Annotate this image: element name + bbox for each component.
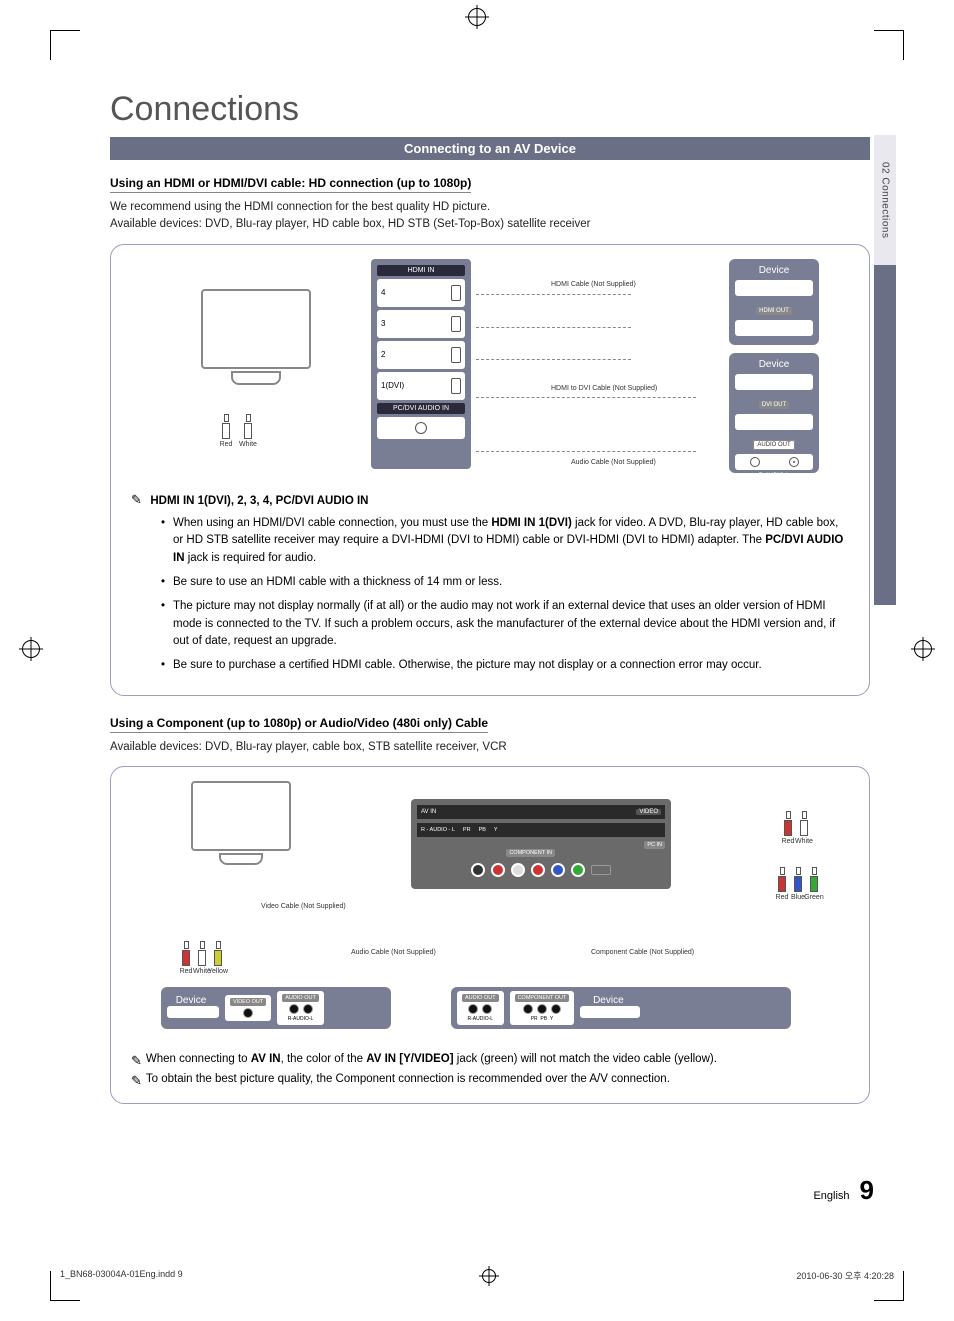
diagram-box-2: AV IN VIDEO R - AUDIO - L PR PB Y COMPON… — [110, 766, 870, 1104]
port-1dvi: 1(DVI) — [381, 381, 407, 390]
side-bar — [874, 265, 896, 605]
cable-line — [476, 451, 696, 452]
pc-in-label: PC IN — [644, 841, 665, 849]
video-out-label: VIDEO OUT — [230, 998, 266, 1006]
hdmi-out-label: HDMI OUT — [756, 307, 792, 315]
video-label: VIDEO — [636, 809, 661, 815]
device2-title: Device — [735, 359, 813, 370]
cable-line — [476, 359, 631, 360]
hdmi-port-panel: HDMI IN 4 3 2 1(DVI) PC/DVI AUDIO IN — [371, 259, 471, 469]
device-right: AUDIO OUT R-AUDIO-L COMPONENT OUT PR PB … — [451, 987, 791, 1029]
audio-plugs: Red White — [221, 414, 253, 448]
bullet-3: The picture may not display normally (if… — [161, 598, 849, 651]
component-cable-label: Component Cable (Not Supplied) — [591, 949, 694, 956]
av-in-label: AV IN — [421, 809, 436, 815]
registration-mark-icon — [22, 640, 40, 658]
plug-label-white: White — [239, 441, 257, 448]
section1-heading: Using an HDMI or HDMI/DVI cable: HD conn… — [110, 176, 471, 193]
section2-heading: Using a Component (up to 1080p) or Audio… — [110, 716, 488, 733]
note-icon: ✎ — [131, 492, 142, 507]
print-footer-right: 2010-06-30 오후 4:20:28 — [796, 1269, 894, 1283]
pc-dvi-audio-label: PC/DVI AUDIO IN — [377, 403, 465, 414]
bullet-list: When using an HDMI/DVI cable connection,… — [131, 515, 849, 676]
device-box-1: Device HDMI OUT — [729, 259, 819, 345]
page-title: Connections — [110, 90, 870, 129]
device-box-2: Device DVI OUT AUDIO OUT R-AUDIO-L — [729, 353, 819, 473]
audio-out-label: AUDIO OUT — [282, 994, 319, 1002]
section1-text1: We recommend using the HDMI connection f… — [110, 199, 870, 216]
registration-mark-icon — [468, 8, 486, 26]
component-out-label: COMPONENT OUT — [515, 994, 570, 1002]
cable-line — [476, 294, 631, 295]
bullet-4: Be sure to purchase a certified HDMI cab… — [161, 657, 849, 675]
cable-label-hdmi-dvi: HDMI to DVI Cable (Not Supplied) — [551, 385, 657, 392]
registration-mark-icon — [482, 1269, 496, 1283]
print-footer-left: 1_BN68-03004A-01Eng.indd 9 — [60, 1269, 183, 1283]
audio-out-label2: AUDIO OUT — [462, 994, 499, 1002]
device-left: Device VIDEO OUT AUDIO OUT R-AUDIO-L — [161, 987, 391, 1029]
note-icon: ✎ — [131, 1073, 142, 1089]
cable-label-hdmi: HDMI Cable (Not Supplied) — [551, 281, 636, 288]
page-number: 9 — [860, 1175, 874, 1206]
bullet-2: Be sure to use an HDMI cable with a thic… — [161, 574, 849, 592]
registration-mark-icon — [914, 640, 932, 658]
port-4: 4 — [381, 288, 407, 297]
side-tab: 02 Connections — [874, 135, 896, 265]
cable-line — [476, 397, 696, 398]
section-banner: Connecting to an AV Device — [110, 137, 870, 160]
diagram-box-1: Red White HDMI IN 4 3 2 1(DVI) PC/DVI AU… — [110, 244, 870, 697]
audio-rl-label: R - AUDIO - L — [421, 827, 455, 833]
note-heading: HDMI IN 1(DVI), 2, 3, 4, PC/DVI AUDIO IN — [150, 495, 368, 507]
port-3: 3 — [381, 319, 407, 328]
r-audio-l-label: R-AUDIO-L — [735, 473, 813, 479]
plugs-rwy: Red White Yellow — [181, 941, 223, 975]
print-footer: 1_BN68-03004A-01Eng.indd 9 2010-06-30 오후… — [60, 1269, 894, 1283]
tv-stand-icon — [231, 371, 281, 385]
tv-icon — [201, 289, 311, 369]
component-in-label: COMPONENT IN — [506, 849, 555, 857]
section2-text1: Available devices: DVD, Blu-ray player, … — [110, 739, 870, 756]
dvi-out-label: DVI OUT — [759, 401, 789, 409]
video-cable-label: Video Cable (Not Supplied) — [261, 903, 346, 910]
cable-label-audio: Audio Cable (Not Supplied) — [571, 459, 656, 466]
note-line-1: ✎ When connecting to AV IN, the color of… — [131, 1053, 849, 1069]
note-line-2: ✎ To obtain the best picture quality, th… — [131, 1073, 849, 1089]
panel-header: HDMI IN — [377, 265, 465, 276]
cable-line — [476, 327, 631, 328]
note-icon: ✎ — [131, 1053, 142, 1069]
audio-cable-label: Audio Cable (Not Supplied) — [351, 949, 436, 956]
bullet-1: When using an HDMI/DVI cable connection,… — [161, 515, 849, 568]
device1-title: Device — [735, 265, 813, 276]
plug-label-red: Red — [220, 441, 233, 448]
port-2: 2 — [381, 350, 407, 359]
page-footer: English 9 — [813, 1175, 874, 1206]
side-tab-label: 02 Connections — [880, 162, 891, 239]
tv-stand-icon — [219, 853, 263, 865]
tv-icon — [191, 781, 291, 851]
plugs-rbg: Red Blue Green — [777, 867, 819, 901]
plugs-rw: Red White — [783, 811, 809, 845]
section1-text2: Available devices: DVD, Blu-ray player, … — [110, 216, 870, 233]
audio-out-label: AUDIO OUT — [753, 440, 794, 450]
crop-mark — [50, 30, 80, 60]
crop-mark — [874, 30, 904, 60]
av-back-panel: AV IN VIDEO R - AUDIO - L PR PB Y COMPON… — [411, 799, 671, 889]
note-block: ✎ HDMI IN 1(DVI), 2, 3, 4, PC/DVI AUDIO … — [131, 491, 849, 676]
footer-lang: English — [813, 1190, 849, 1202]
